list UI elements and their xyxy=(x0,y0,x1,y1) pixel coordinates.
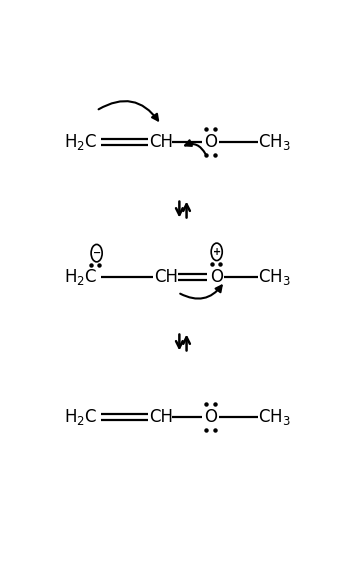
FancyArrowPatch shape xyxy=(99,101,158,121)
Text: CH: CH xyxy=(149,408,173,426)
Text: CH$_3$: CH$_3$ xyxy=(258,406,291,427)
Text: O: O xyxy=(210,268,223,286)
Text: H$_2$C: H$_2$C xyxy=(64,267,97,287)
Text: O: O xyxy=(204,408,217,426)
Text: CH: CH xyxy=(154,268,178,286)
Text: H$_2$C: H$_2$C xyxy=(64,132,97,152)
Text: CH$_3$: CH$_3$ xyxy=(258,132,291,152)
Text: O: O xyxy=(204,133,217,151)
Text: −: − xyxy=(92,248,101,258)
FancyArrowPatch shape xyxy=(180,285,222,299)
Text: H$_2$C: H$_2$C xyxy=(64,406,97,427)
FancyArrowPatch shape xyxy=(185,140,206,154)
Text: +: + xyxy=(213,247,221,257)
Text: CH: CH xyxy=(149,133,173,151)
Text: CH$_3$: CH$_3$ xyxy=(258,267,291,287)
